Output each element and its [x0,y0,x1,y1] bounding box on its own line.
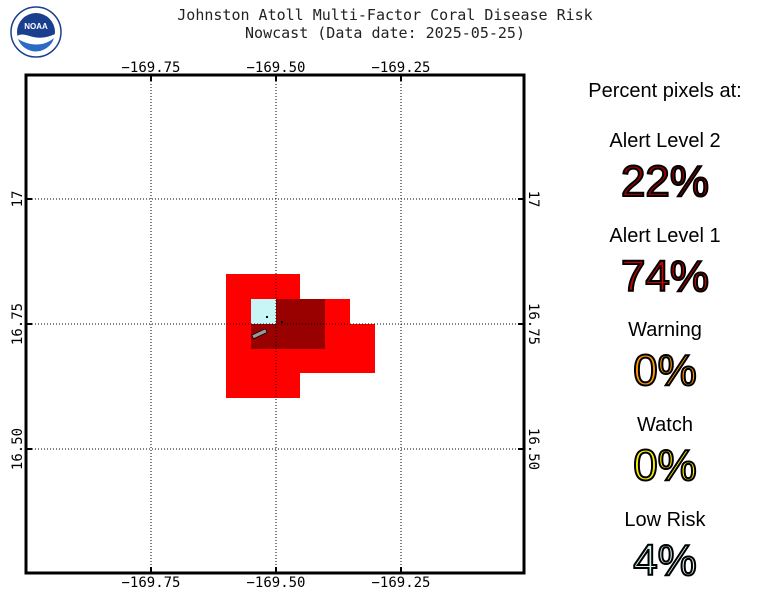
lon-label-top: −169.50 [246,60,305,76]
atoll-islands [251,316,283,340]
legend-label-alert-level-2: Alert Level 2 [609,130,721,152]
legend-label-low-risk: Low Risk [624,509,706,531]
lat-label-right: 17 [525,191,541,208]
tick-marks [26,75,524,573]
island-shape [266,316,268,318]
legend-label-watch: Watch [637,414,693,436]
noaa-logo: NOAA [10,6,62,58]
lon-label-top: −169.75 [121,60,180,76]
legend-heading: Percent pixels at: [588,80,742,102]
legend-value-alert-level-2: 22% [620,157,710,207]
lat-label-left: 16.75 [10,303,26,345]
risk-cell-alert-level-1 [350,324,375,373]
lon-label-top: −169.25 [371,60,430,76]
lat-label-left: 16.50 [10,428,26,470]
lon-label-bottom: −169.50 [246,575,305,591]
island-shape [251,328,268,340]
lat-label-left: 17 [10,191,26,208]
legend-value-low-risk: 4% [632,536,698,586]
risk-cells [226,274,375,398]
legend-value-alert-level-1: 74% [620,252,710,302]
logo-text: NOAA [24,22,48,31]
lat-label-right: 16.75 [525,303,541,345]
lon-label-bottom: −169.75 [121,575,180,591]
map-plot: −169.75 −169.50 −169.25 −169.75 −169.50 … [10,60,541,591]
title-line-1: Johnston Atoll Multi-Factor Coral Diseas… [177,6,593,24]
legend-label-warning: Warning [628,319,702,341]
gridlines [26,75,524,573]
lat-label-right: 16.50 [525,428,541,470]
legend-label-alert-level-1: Alert Level 1 [609,225,721,247]
lon-label-bottom: −169.25 [371,575,430,591]
map-title: Johnston Atoll Multi-Factor Coral Diseas… [0,6,770,42]
risk-cell-low-risk [251,299,276,324]
island-shape [281,321,283,323]
title-line-2: Nowcast (Data date: 2025-05-25) [245,24,525,42]
legend-value-warning: 0% [632,346,698,396]
legend-value-watch: 0% [632,441,698,491]
